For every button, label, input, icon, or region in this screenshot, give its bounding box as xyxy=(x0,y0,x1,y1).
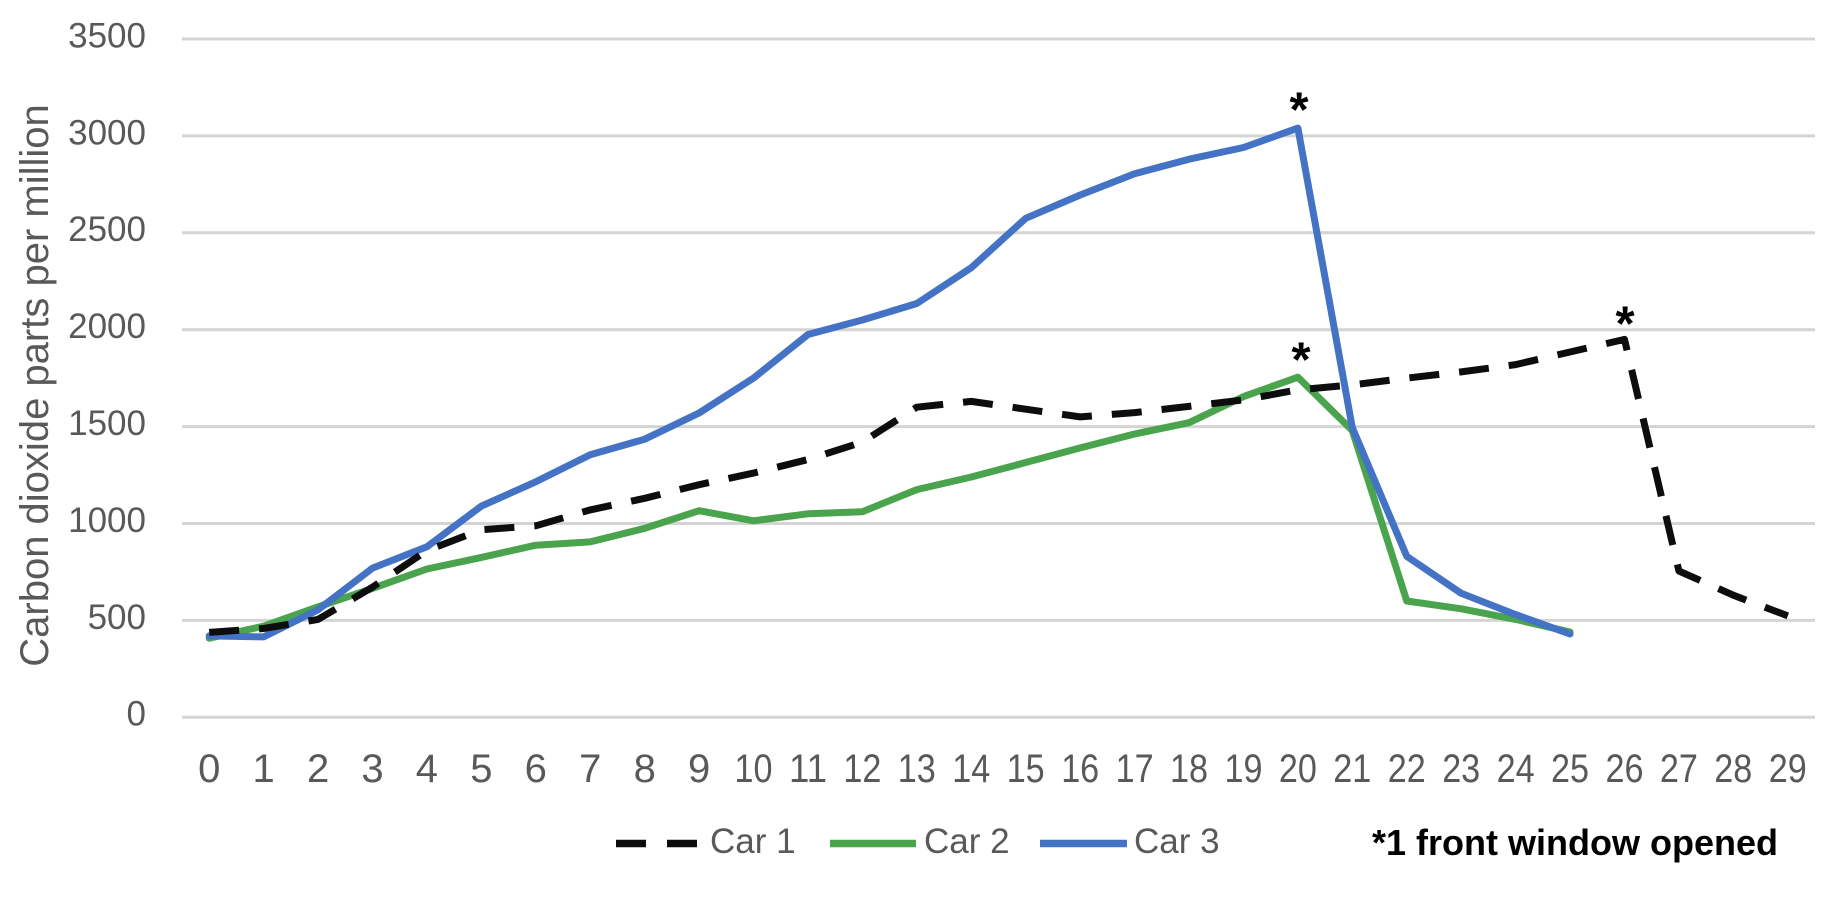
svg-text:11: 11 xyxy=(789,747,827,791)
svg-text:25: 25 xyxy=(1551,747,1589,791)
svg-text:Car 1: Car 1 xyxy=(710,822,796,861)
svg-text:29: 29 xyxy=(1769,747,1807,791)
svg-text:3: 3 xyxy=(361,747,383,791)
svg-text:15: 15 xyxy=(1007,747,1045,791)
svg-text:0: 0 xyxy=(198,747,220,791)
svg-text:10: 10 xyxy=(735,747,773,791)
svg-text:17: 17 xyxy=(1116,747,1154,791)
svg-text:19: 19 xyxy=(1225,747,1263,791)
svg-text:26: 26 xyxy=(1606,747,1644,791)
svg-text:3000: 3000 xyxy=(68,113,146,152)
svg-text:24: 24 xyxy=(1497,747,1535,791)
svg-text:*: * xyxy=(1291,334,1311,388)
svg-text:0: 0 xyxy=(127,695,146,734)
svg-text:1500: 1500 xyxy=(68,404,146,443)
svg-text:Carbon dioxide parts per milli: Carbon dioxide parts per million xyxy=(13,104,57,667)
svg-text:18: 18 xyxy=(1170,747,1208,791)
svg-text:500: 500 xyxy=(88,598,146,637)
svg-text:9: 9 xyxy=(688,747,710,791)
svg-text:22: 22 xyxy=(1388,747,1426,791)
svg-text:28: 28 xyxy=(1714,747,1752,791)
svg-text:14: 14 xyxy=(952,747,990,791)
svg-text:1000: 1000 xyxy=(68,501,146,540)
svg-text:2500: 2500 xyxy=(68,210,146,249)
svg-text:*1 front window opened: *1 front window opened xyxy=(1372,822,1778,863)
svg-text:16: 16 xyxy=(1061,747,1099,791)
svg-text:12: 12 xyxy=(843,747,881,791)
svg-text:2: 2 xyxy=(307,747,329,791)
svg-text:13: 13 xyxy=(898,747,936,791)
svg-text:3500: 3500 xyxy=(68,16,146,55)
svg-text:4: 4 xyxy=(416,747,438,791)
svg-text:Car 2: Car 2 xyxy=(924,822,1010,861)
svg-text:*: * xyxy=(1289,84,1309,138)
svg-text:8: 8 xyxy=(634,747,656,791)
svg-text:*: * xyxy=(1615,297,1635,351)
svg-text:7: 7 xyxy=(579,747,601,791)
svg-text:6: 6 xyxy=(525,747,547,791)
svg-text:1: 1 xyxy=(252,747,274,791)
svg-text:21: 21 xyxy=(1333,747,1371,791)
svg-text:27: 27 xyxy=(1660,747,1698,791)
svg-text:20: 20 xyxy=(1279,747,1317,791)
svg-text:23: 23 xyxy=(1442,747,1480,791)
svg-text:5: 5 xyxy=(470,747,492,791)
svg-text:Car 3: Car 3 xyxy=(1134,822,1220,861)
svg-text:2000: 2000 xyxy=(68,307,146,346)
